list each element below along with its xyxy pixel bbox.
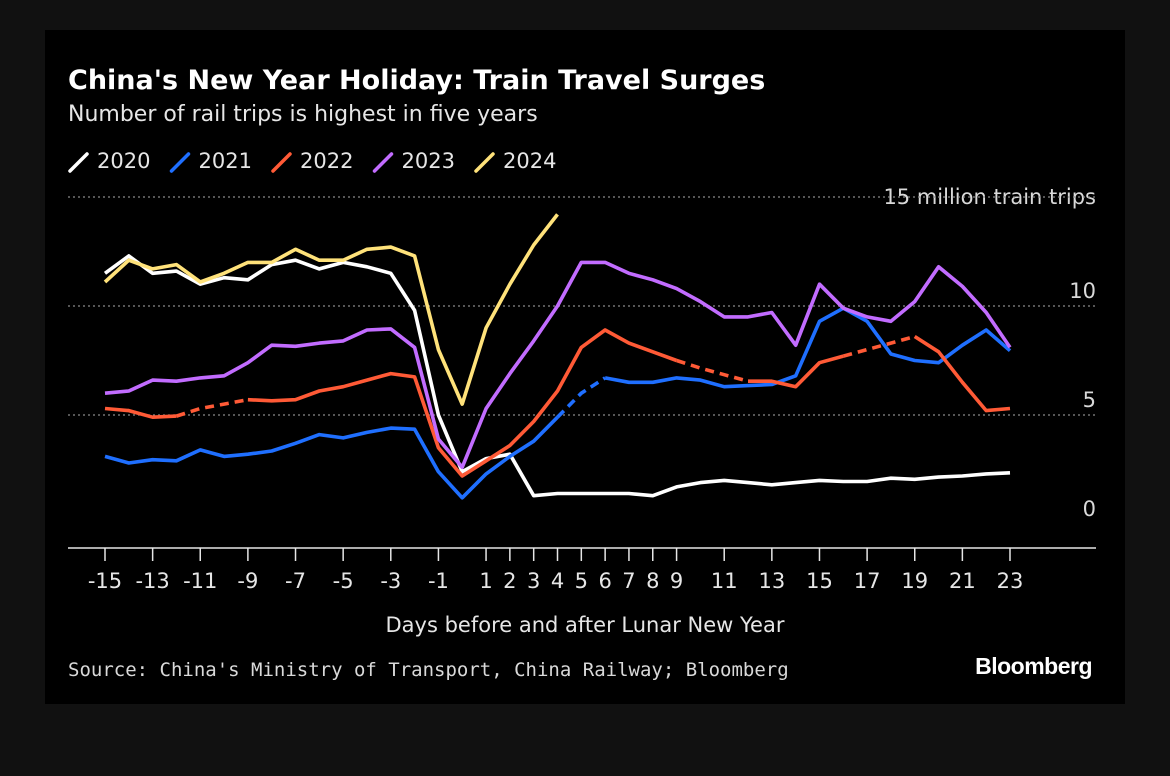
y-axis-ticks: 0 5 10 [1069, 279, 1096, 521]
x-tick-label-4: 4 [551, 569, 564, 593]
series-line-2022-dashed-3 [676, 358, 749, 383]
legend-label-2022: 2022 [300, 149, 353, 173]
series-line-2021-0 [104, 415, 559, 500]
series-line-2020-0 [103, 254, 1011, 498]
series-line-2024-0 [103, 213, 559, 406]
x-tick-label--5: -5 [333, 569, 354, 593]
legend-swatch-2022 [271, 152, 292, 173]
series-line-2021-dashed-1 [556, 376, 607, 419]
x-tick-label-5: 5 [575, 569, 588, 593]
legend-label-2023: 2023 [402, 149, 455, 173]
x-axis-label: Days before and after Lunar New Year [386, 613, 785, 637]
legend-swatch-2020 [68, 152, 89, 173]
series-line-2022-dashed-5 [842, 334, 916, 358]
chart-subtitle: Number of rail trips is highest in five … [68, 102, 538, 127]
y-tick-label-10: 10 [1069, 279, 1096, 303]
legend-swatch-2021 [169, 152, 191, 173]
x-tick-label-15: 15 [806, 569, 833, 593]
x-tick-label-3: 3 [527, 569, 540, 593]
x-tick-label-13: 13 [758, 569, 785, 593]
x-tick-label-9: 9 [670, 569, 683, 593]
series-line-2022-dashed-1 [175, 397, 249, 418]
series-line-2022-2 [247, 328, 678, 478]
x-tick-label--1: -1 [428, 569, 449, 593]
x-tick-label-7: 7 [622, 569, 635, 593]
x-axis: -15 -13 -11 -9 -7 -5 -3 -1 1 2 3 4 5 6 7 8 9 11 13 15 17 19 21… [68, 547, 1096, 593]
series-line-2022-6 [913, 334, 1011, 413]
legend-label-2021: 2021 [199, 149, 252, 173]
legend-swatch-2024 [474, 152, 495, 173]
x-tick-label-8: 8 [646, 569, 659, 593]
x-tick-label-6: 6 [598, 569, 611, 593]
line-chart: China's New Year Holiday: Train Travel S… [68, 65, 1096, 681]
x-tick-label--15: -15 [88, 569, 122, 593]
x-tick-label-2: 2 [503, 569, 516, 593]
series-lines [103, 213, 1012, 500]
x-tick-label--3: -3 [380, 569, 401, 593]
series-line-2022-4 [748, 354, 844, 389]
gridlines [68, 196, 1096, 416]
x-tick-label-21: 21 [949, 569, 976, 593]
x-tick-label-1: 1 [479, 569, 492, 593]
series-line-2022-0 [104, 406, 177, 420]
x-tick-label-17: 17 [854, 569, 881, 593]
legend-swatch-2023 [372, 152, 394, 173]
x-tick-label-11: 11 [711, 569, 738, 593]
x-tick-label--13: -13 [135, 569, 169, 593]
legend-label-2024: 2024 [503, 149, 556, 173]
legend: 2020 2021 2022 2023 2024 [68, 149, 556, 173]
y-tick-label-5: 5 [1083, 388, 1096, 412]
legend-label-2020: 2020 [97, 149, 150, 173]
x-tick-label--7: -7 [285, 569, 306, 593]
x-tick-label-19: 19 [901, 569, 928, 593]
x-tick-label-23: 23 [997, 569, 1024, 593]
bloomberg-logo: Bloomberg [975, 653, 1092, 679]
source-note: Source: China's Ministry of Transport, C… [68, 659, 789, 681]
x-tick-label--11: -11 [183, 569, 217, 593]
series-line-2023-0 [104, 260, 1012, 470]
y-tick-label-0: 0 [1083, 497, 1096, 521]
x-tick-label--9: -9 [237, 569, 258, 593]
chart-card: China's New Year Holiday: Train Travel S… [45, 30, 1125, 704]
chart-title: China's New Year Holiday: Train Travel S… [68, 65, 765, 96]
